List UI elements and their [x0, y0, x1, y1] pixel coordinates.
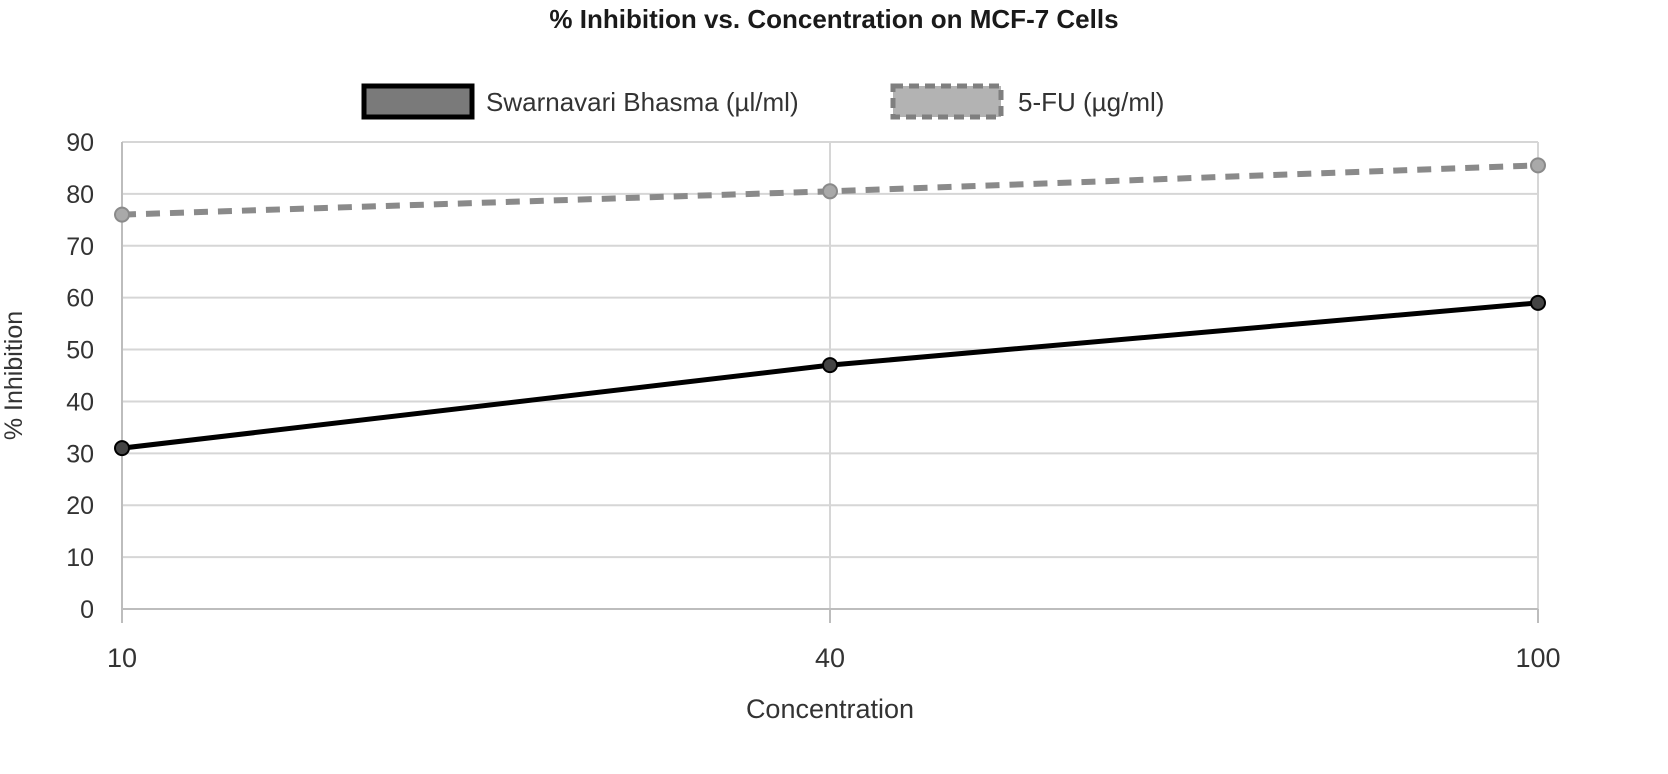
- x-tick-label: 40: [815, 643, 845, 673]
- y-tick-label: 70: [66, 233, 94, 261]
- x-tick-label: 10: [107, 643, 137, 673]
- y-axis-title: % Inhibition: [0, 311, 28, 440]
- y-tick-label: 10: [66, 544, 94, 572]
- data-point: [822, 183, 838, 200]
- y-tick-label: 60: [66, 285, 94, 313]
- y-tick-label: 20: [66, 492, 94, 520]
- data-point: [1530, 157, 1546, 174]
- data-point: [114, 206, 130, 223]
- chart-title: % Inhibition vs. Concentration on MCF-7 …: [549, 4, 1119, 34]
- legend-swatch: [890, 83, 1004, 120]
- legend-label: Swarnavari Bhasma (µl/ml): [486, 87, 799, 117]
- data-point: [114, 440, 130, 457]
- y-tick-label: 30: [66, 440, 94, 468]
- legend-swatch: [361, 83, 475, 120]
- legend-label: 5-FU (µg/ml): [1018, 87, 1164, 117]
- data-point: [1530, 294, 1546, 311]
- x-tick-label: 100: [1515, 643, 1560, 673]
- x-axis-title: Concentration: [746, 694, 914, 724]
- y-tick-label: 0: [80, 596, 94, 624]
- y-tick-label: 50: [66, 337, 94, 365]
- y-tick-label: 40: [66, 388, 94, 416]
- y-tick-label: 90: [66, 129, 94, 157]
- data-point: [822, 357, 838, 374]
- y-tick-label: 80: [66, 181, 94, 209]
